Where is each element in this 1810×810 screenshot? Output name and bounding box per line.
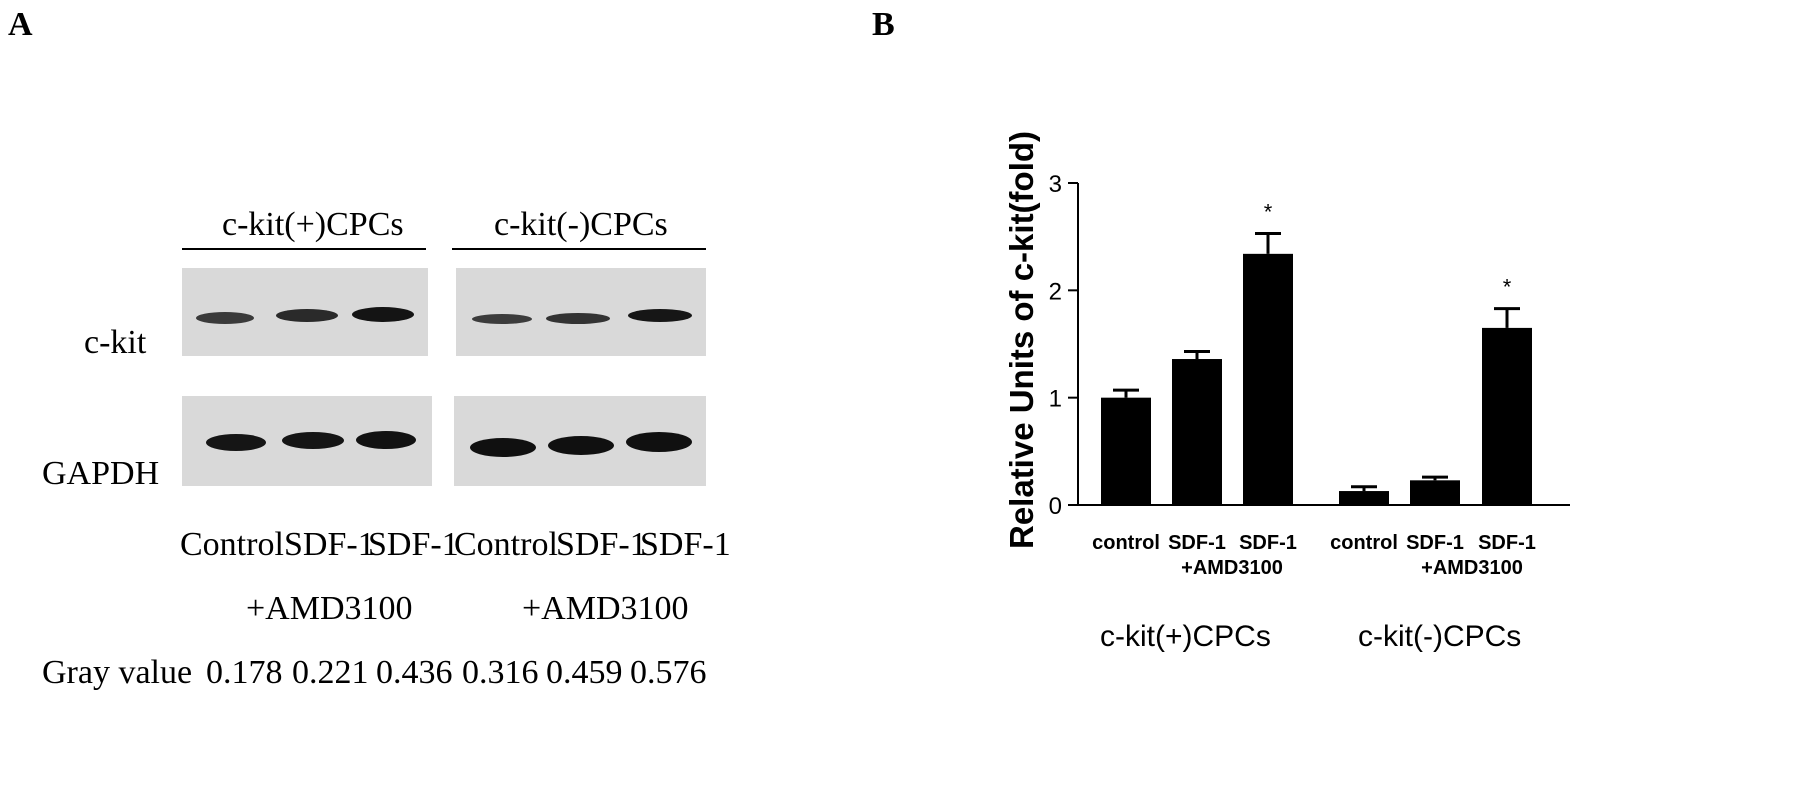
y-tick-label: 3: [1049, 171, 1062, 198]
bar: [1482, 327, 1532, 505]
band: [282, 432, 344, 449]
gray-value-label: Gray value: [42, 654, 193, 691]
bar: [1243, 253, 1293, 505]
x-tick-label: control: [1092, 532, 1160, 554]
chart-group-label-ckit-neg: c-kit(-)CPCs: [1358, 620, 1522, 653]
group-underline-ckit-pos: [182, 248, 426, 250]
y-tick-label: 0: [1049, 493, 1062, 520]
gray-value: 0.576: [630, 654, 707, 691]
band: [546, 313, 610, 324]
x-tick-label: SDF-1: [1478, 532, 1536, 554]
gray-value: 0.459: [546, 654, 623, 691]
lane-label: SDF-1: [284, 526, 375, 563]
band: [626, 432, 692, 452]
band: [628, 309, 692, 322]
lane-label-amd3100: +AMD3100: [246, 590, 413, 627]
x-tick-label: SDF-1: [1239, 532, 1297, 554]
significance-marker: *: [1264, 199, 1273, 224]
group-header-ckit-neg: c-kit(-)CPCs: [494, 206, 668, 243]
lane-label-amd3100: +AMD3100: [522, 590, 689, 627]
blot-gapdh-left: [182, 396, 432, 486]
x-tick-label: control: [1330, 532, 1398, 554]
group-header-ckit-pos: c-kit(+)CPCs: [222, 206, 404, 243]
band: [352, 307, 414, 322]
bar: [1101, 397, 1151, 505]
gray-value: 0.221: [292, 654, 369, 691]
panel-b-letter: B: [872, 6, 895, 43]
band: [276, 309, 338, 322]
x-tick-label-amd3100: +AMD3100: [1181, 557, 1283, 579]
bar: [1410, 480, 1460, 505]
bar: [1172, 359, 1222, 505]
lane-label: Control: [454, 526, 558, 563]
y-axis-label: Relative Units of c-kit(fold): [1003, 131, 1040, 549]
blot-ckit-right: [456, 268, 706, 356]
gray-value: 0.316: [462, 654, 539, 691]
x-tick-label: SDF-1: [1406, 532, 1464, 554]
lane-label: SDF-1: [556, 526, 647, 563]
row-label-ckit: c-kit: [84, 324, 147, 361]
blot-gapdh-right: [454, 396, 706, 486]
band: [470, 438, 536, 457]
y-tick-label: 2: [1049, 278, 1062, 305]
band: [206, 434, 266, 451]
band: [356, 431, 416, 449]
y-tick-label: 1: [1049, 386, 1062, 413]
lane-label: SDF-1: [368, 526, 459, 563]
blot-ckit-left: [182, 268, 428, 356]
band: [196, 312, 254, 324]
row-label-gapdh: GAPDH: [42, 455, 160, 492]
panel-a-letter: A: [8, 6, 33, 43]
x-tick-label-amd3100: +AMD3100: [1421, 557, 1523, 579]
chart-group-label-ckit-pos: c-kit(+)CPCs: [1100, 620, 1271, 653]
significance-marker: *: [1503, 275, 1512, 300]
band: [472, 314, 532, 324]
gray-value: 0.178: [206, 654, 283, 691]
bar: [1339, 491, 1389, 505]
gray-value: 0.436: [376, 654, 453, 691]
lane-label: SDF-1: [640, 526, 731, 563]
x-tick-label: SDF-1: [1168, 532, 1226, 554]
group-underline-ckit-neg: [452, 248, 706, 250]
band: [548, 436, 614, 455]
lane-label: Control: [180, 526, 284, 563]
